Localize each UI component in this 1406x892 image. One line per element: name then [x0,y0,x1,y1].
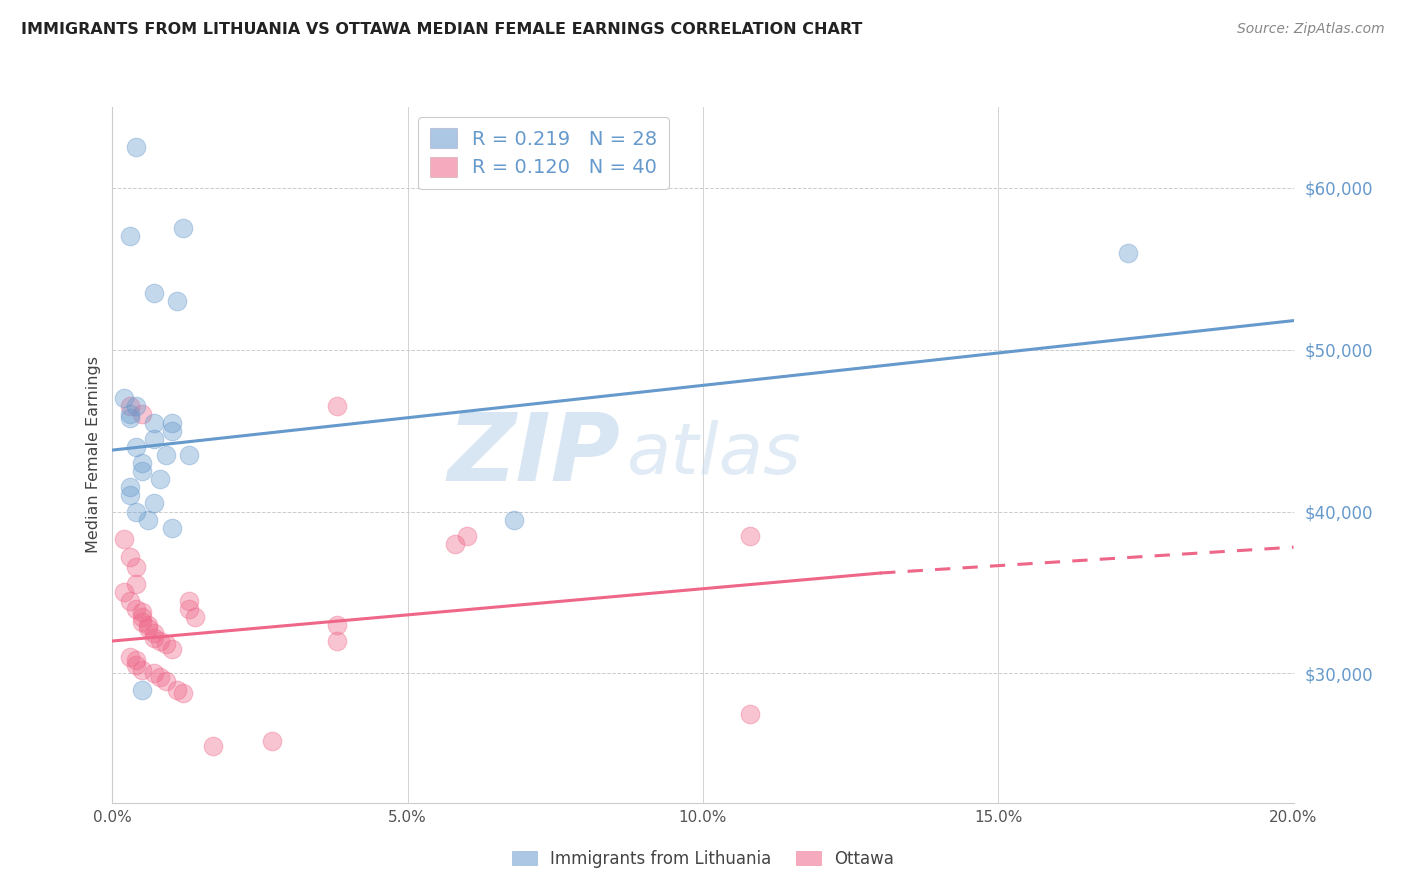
Point [166,682,188,697]
Point [112,392,135,406]
Point [125,400,148,414]
Point [120,480,142,494]
Point [503,513,526,527]
Point [120,650,142,665]
Point [160,521,183,535]
Point [326,634,349,648]
Y-axis label: Median Female Earnings: Median Female Earnings [86,357,101,553]
Point [149,472,172,486]
Point [260,734,283,748]
Point [179,448,201,462]
Point [131,609,153,624]
Point [160,642,183,657]
Point [120,410,142,425]
Point [155,674,177,689]
Point [131,605,153,619]
Text: atlas: atlas [626,420,801,490]
Point [131,663,153,677]
Point [125,440,148,454]
Point [1116,245,1139,260]
Point [131,408,153,422]
Point [125,601,148,615]
Point [179,593,201,607]
Point [444,537,467,551]
Point [120,400,142,414]
Point [131,456,153,470]
Point [160,424,183,438]
Point [142,286,165,301]
Point [172,686,194,700]
Point [155,637,177,651]
Point [120,593,142,607]
Point [326,617,349,632]
Point [131,615,153,629]
Point [160,416,183,430]
Text: Source: ZipAtlas.com: Source: ZipAtlas.com [1237,22,1385,37]
Point [142,432,165,446]
Text: ZIP: ZIP [447,409,620,501]
Point [125,504,148,518]
Point [125,140,148,154]
Point [740,706,762,721]
Legend: Immigrants from Lithuania, Ottawa: Immigrants from Lithuania, Ottawa [505,843,901,874]
Point [131,464,153,478]
Point [112,585,135,599]
Point [201,739,224,754]
Point [740,529,762,543]
Point [125,577,148,591]
Point [184,609,207,624]
Point [142,416,165,430]
Point [172,221,194,235]
Point [125,658,148,673]
Point [179,601,201,615]
Point [125,653,148,667]
Text: IMMIGRANTS FROM LITHUANIA VS OTTAWA MEDIAN FEMALE EARNINGS CORRELATION CHART: IMMIGRANTS FROM LITHUANIA VS OTTAWA MEDI… [21,22,862,37]
Point [149,634,172,648]
Point [125,559,148,574]
Point [155,448,177,462]
Point [142,626,165,640]
Point [456,529,478,543]
Point [136,513,159,527]
Point [136,617,159,632]
Point [131,682,153,697]
Point [120,408,142,422]
Point [142,496,165,510]
Point [149,670,172,684]
Point [326,400,349,414]
Point [136,621,159,635]
Point [120,549,142,564]
Point [120,488,142,502]
Point [142,631,165,645]
Point [112,532,135,546]
Point [120,229,142,244]
Point [166,294,188,309]
Point [142,666,165,681]
